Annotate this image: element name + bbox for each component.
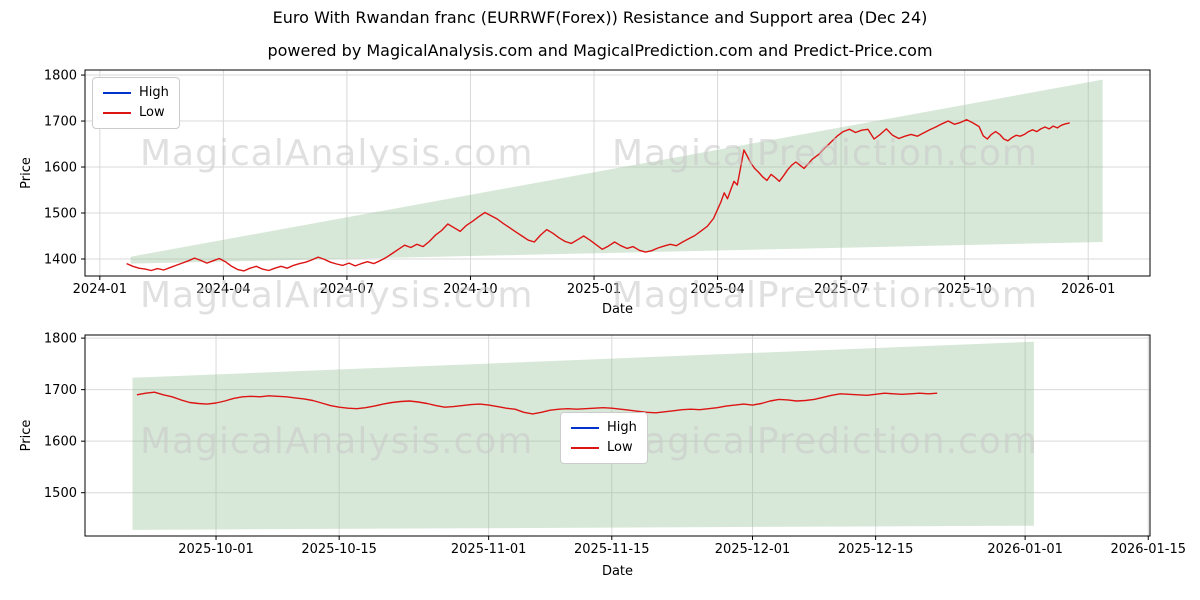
axes-border	[84, 69, 1151, 277]
axes-border	[84, 334, 1151, 537]
legend-label-high: High	[607, 420, 637, 435]
x-tick-label: 2025-07	[814, 282, 868, 297]
low-line-swatch	[571, 447, 599, 449]
x-tick-label: 2024-10	[443, 282, 497, 297]
y-tick-label: 1500	[44, 207, 77, 222]
y-tick-label: 1700	[44, 383, 77, 398]
legend-item-high: High	[571, 418, 637, 438]
x-tick-label: 2025-11-15	[574, 542, 650, 557]
series-low-line	[126, 118, 1070, 272]
x-tick-label: 2026-01-01	[987, 542, 1063, 557]
legend-bottom-chart: High Low	[560, 412, 648, 464]
legend-item-low: Low	[103, 103, 169, 123]
y-axis-label: Price	[19, 420, 34, 452]
x-tick-label: 2025-10-01	[178, 542, 254, 557]
x-tick-label: 2025-10-15	[301, 542, 377, 557]
support-resistance-band	[130, 79, 1103, 264]
y-tick-label: 1400	[44, 252, 77, 267]
x-axis-label: Date	[602, 302, 633, 317]
low-line-swatch	[103, 112, 131, 114]
legend-label-high: High	[139, 85, 169, 100]
y-tick-label: 1600	[44, 435, 77, 450]
x-tick-label: 2024-04	[196, 282, 250, 297]
series-low-line	[136, 391, 938, 415]
chart-title: Euro With Rwandan franc (EURRWF(Forex)) …	[272, 8, 928, 27]
x-axis-label: Date	[602, 564, 633, 579]
x-tick-label: 2024-01	[73, 282, 127, 297]
x-tick-label: 2025-12-01	[715, 542, 791, 557]
legend-top-chart: High Low	[92, 77, 180, 129]
x-tick-label: 2025-01	[567, 282, 621, 297]
high-line-swatch	[103, 92, 131, 94]
x-tick-label: 2024-07	[320, 282, 374, 297]
y-tick-label: 1500	[44, 486, 77, 501]
legend-label-low: Low	[139, 105, 165, 120]
y-axis-label: Price	[19, 157, 34, 189]
x-tick-label: 2026-01-15	[1110, 542, 1186, 557]
y-tick-label: 1600	[44, 161, 77, 176]
high-line-swatch	[571, 427, 599, 429]
y-tick-label: 1800	[44, 69, 77, 84]
y-tick-label: 1800	[44, 332, 77, 347]
y-tick-label: 1700	[44, 115, 77, 130]
legend-item-low: Low	[571, 438, 637, 458]
legend-label-low: Low	[607, 440, 633, 455]
legend-item-high: High	[103, 83, 169, 103]
x-tick-label: 2026-01	[1061, 282, 1115, 297]
chart-subtitle: powered by MagicalAnalysis.com and Magic…	[267, 41, 933, 60]
x-tick-label: 2025-11-01	[451, 542, 527, 557]
x-tick-label: 2025-12-15	[838, 542, 914, 557]
x-tick-label: 2025-10	[938, 282, 992, 297]
x-tick-label: 2025-04	[690, 282, 744, 297]
